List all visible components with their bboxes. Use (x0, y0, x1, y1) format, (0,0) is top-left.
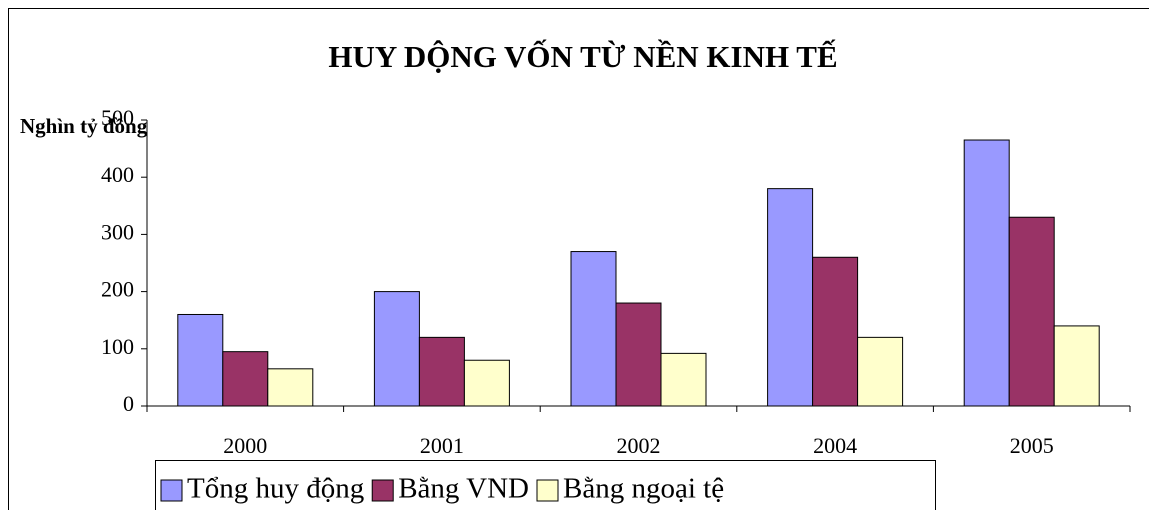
x-tick-label: 2005 (1010, 433, 1054, 458)
bar (767, 188, 814, 407)
y-tick-label: 300 (101, 219, 134, 244)
bar (857, 336, 904, 407)
y-tick-label: 500 (101, 105, 134, 130)
x-tick-label: 2002 (617, 433, 661, 458)
bar (463, 359, 510, 407)
y-axis-label: Nghìn tỷ đồng (20, 114, 148, 138)
x-tick-label: 2004 (813, 433, 857, 458)
y-tick-label: 100 (101, 334, 134, 359)
legend-label: Tổng huy động (187, 473, 364, 505)
chart-title: HUY DỘNG VỐN TỪ NỀN KINH TẾ (328, 38, 837, 74)
bar (660, 352, 707, 407)
bar (222, 351, 269, 407)
bar (418, 336, 465, 407)
legend-swatch (536, 479, 559, 502)
legend-swatch (160, 479, 183, 502)
y-tick-label: 0 (123, 391, 134, 416)
bar (1008, 216, 1055, 407)
chart-frame (8, 8, 1149, 510)
legend-swatch (371, 479, 394, 502)
bar (615, 302, 662, 407)
y-tick-label: 200 (101, 277, 134, 302)
x-tick-label: 2000 (223, 433, 267, 458)
legend-label: Bằng ngoại tệ (563, 473, 724, 505)
legend-label: Bằng VND (398, 473, 529, 505)
bar (812, 256, 859, 407)
bar (1053, 325, 1100, 407)
bar (267, 368, 314, 407)
bar (963, 139, 1010, 407)
bar (177, 313, 224, 407)
bar (373, 291, 420, 407)
x-tick-label: 2001 (420, 433, 464, 458)
y-tick-label: 400 (101, 162, 134, 187)
bar (570, 251, 617, 407)
